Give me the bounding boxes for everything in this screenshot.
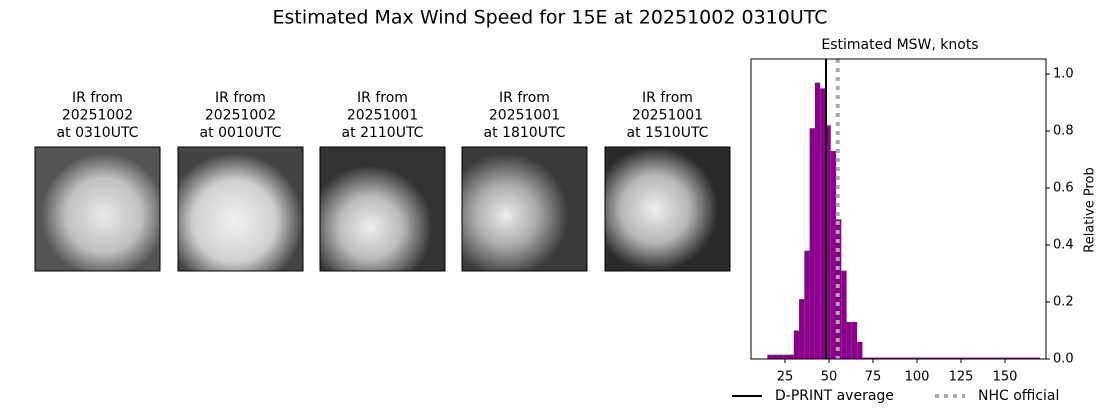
satellite-image <box>461 146 588 272</box>
panel-title: IR from <box>499 90 550 106</box>
satellite-image <box>34 146 161 272</box>
x-tick-label: 150 <box>993 370 1018 385</box>
bar <box>830 151 837 359</box>
panel-title: IR from <box>642 90 693 106</box>
bar <box>820 88 826 359</box>
page-title: Estimated Max Wind Speed for 15E at 2025… <box>272 7 827 29</box>
bar <box>799 299 805 359</box>
bar <box>846 321 852 359</box>
chart-title: Estimated MSW, knots <box>821 37 978 53</box>
y-axis-label: Relative Prob <box>1083 167 1098 252</box>
y-tick-label: 0.8 <box>1053 124 1074 139</box>
panel-title: at 1510UTC <box>627 125 709 141</box>
axes-frame <box>750 58 1047 360</box>
bar <box>777 354 784 359</box>
x-tick-label: 50 <box>821 370 838 385</box>
panel-title: 20251001 <box>347 108 418 124</box>
panel-title: IR from <box>215 90 266 106</box>
y-tick-label: 0.2 <box>1053 295 1074 310</box>
panel-title: at 2110UTC <box>342 125 424 141</box>
bar <box>788 354 794 359</box>
satellite-image <box>177 146 304 272</box>
bar <box>857 341 863 359</box>
satellite-image <box>604 146 731 272</box>
bar <box>783 354 789 359</box>
y-tick-label: 0.4 <box>1053 238 1074 253</box>
legend-label: NHC official <box>978 388 1059 404</box>
bar <box>804 250 810 359</box>
x-tick-label: 125 <box>949 370 974 385</box>
bar <box>767 354 773 359</box>
bar <box>809 128 815 359</box>
satellite-image <box>319 146 446 272</box>
y-tick-label: 1.0 <box>1053 67 1074 82</box>
x-tick-label: 25 <box>777 370 794 385</box>
bar <box>825 125 831 359</box>
panel-title: IR from <box>357 90 408 106</box>
x-tick-label: 75 <box>865 370 882 385</box>
panel-title: at 1810UTC <box>484 125 566 141</box>
bar <box>772 354 778 359</box>
y-tick-label: 0.0 <box>1053 352 1074 367</box>
bar <box>862 357 1041 359</box>
bar <box>851 321 858 359</box>
panel-title: at 0010UTC <box>200 125 282 141</box>
plot: 25 50 75 100 125 150 0.0 0.2 0.4 0.6 0.8 1.0 D-PRINT… <box>732 59 1074 404</box>
panel-title: 20251001 <box>632 108 703 124</box>
bar <box>814 82 821 359</box>
x-tick-label: 100 <box>905 370 930 385</box>
panel-title: 20251002 <box>205 108 276 124</box>
panel-title: 20251001 <box>489 108 560 124</box>
bar <box>841 270 847 359</box>
panel-title: at 0310UTC <box>57 125 139 141</box>
bar <box>836 219 842 359</box>
y-tick-label: 0.6 <box>1053 181 1074 196</box>
panel-title: 20251002 <box>62 108 133 124</box>
bar <box>793 330 800 359</box>
legend-label: D-PRINT average <box>775 388 894 404</box>
panel-title: IR from <box>72 90 123 106</box>
